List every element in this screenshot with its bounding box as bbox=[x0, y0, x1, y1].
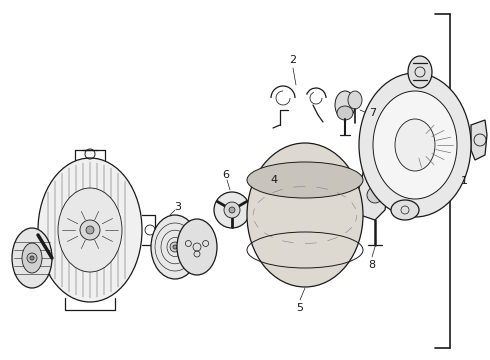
Text: 5: 5 bbox=[296, 303, 303, 313]
Circle shape bbox=[224, 202, 240, 218]
Ellipse shape bbox=[408, 56, 432, 88]
Text: 6: 6 bbox=[222, 170, 229, 180]
Ellipse shape bbox=[335, 91, 355, 119]
Ellipse shape bbox=[395, 119, 435, 171]
Circle shape bbox=[170, 242, 180, 252]
Circle shape bbox=[27, 253, 37, 263]
Ellipse shape bbox=[247, 162, 363, 198]
Text: 7: 7 bbox=[369, 108, 376, 118]
Ellipse shape bbox=[177, 219, 217, 275]
Ellipse shape bbox=[151, 215, 199, 279]
Text: 3: 3 bbox=[174, 202, 181, 212]
Ellipse shape bbox=[247, 143, 363, 287]
Ellipse shape bbox=[38, 158, 142, 302]
Ellipse shape bbox=[348, 91, 362, 109]
Text: 8: 8 bbox=[368, 260, 375, 270]
Circle shape bbox=[173, 245, 177, 249]
Ellipse shape bbox=[337, 106, 353, 120]
Circle shape bbox=[86, 226, 94, 234]
Circle shape bbox=[80, 220, 100, 240]
Circle shape bbox=[367, 187, 383, 203]
Text: 4: 4 bbox=[270, 175, 277, 185]
Ellipse shape bbox=[373, 91, 457, 199]
Text: 2: 2 bbox=[290, 55, 296, 65]
Ellipse shape bbox=[12, 228, 52, 288]
Polygon shape bbox=[471, 120, 487, 160]
Circle shape bbox=[229, 207, 235, 213]
Text: 1: 1 bbox=[461, 176, 467, 186]
Circle shape bbox=[214, 192, 250, 228]
Polygon shape bbox=[355, 160, 390, 220]
Circle shape bbox=[30, 256, 34, 260]
Ellipse shape bbox=[58, 188, 122, 272]
Ellipse shape bbox=[22, 243, 42, 273]
Ellipse shape bbox=[391, 200, 419, 220]
Ellipse shape bbox=[359, 73, 471, 217]
